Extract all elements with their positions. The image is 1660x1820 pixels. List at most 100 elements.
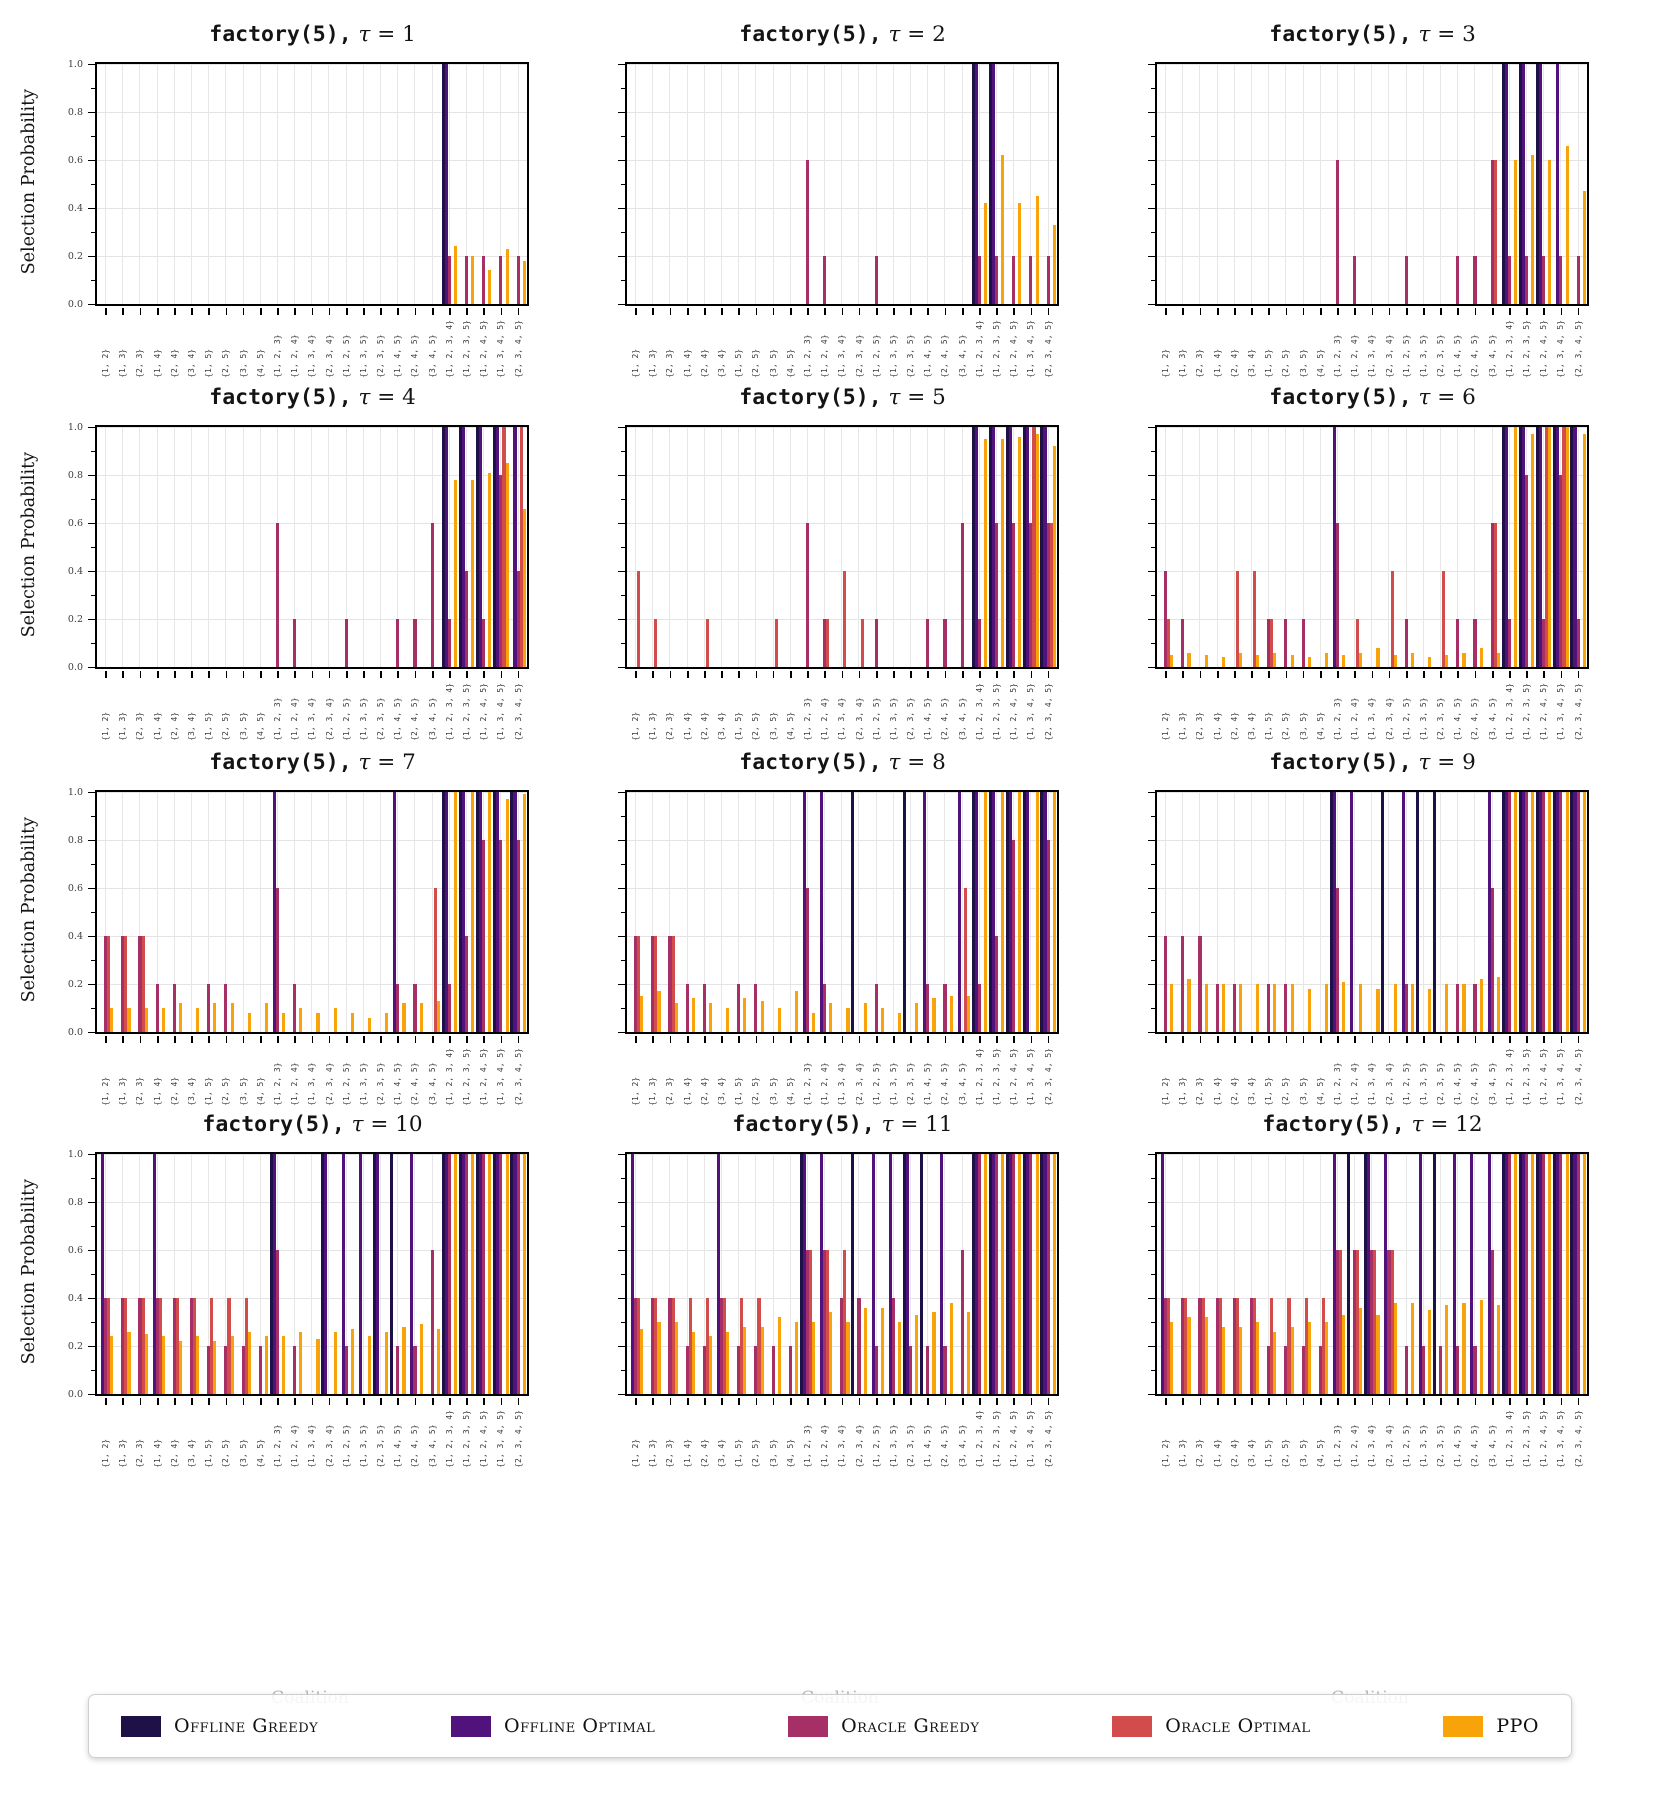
category-slot <box>712 792 731 1032</box>
bar-ppo <box>794 991 799 1032</box>
bar-ppo <box>1513 427 1518 667</box>
bar-oracle-optimal <box>1184 1298 1188 1394</box>
bar-ppo <box>1513 160 1518 304</box>
y-axis-label-text: Selection Probability <box>19 452 39 638</box>
bar-oracle-optimal <box>141 936 145 1032</box>
category-slot <box>1191 427 1209 667</box>
category-slot <box>730 64 748 304</box>
tick-mark <box>755 670 758 678</box>
coalition-label-text: {3, 5} <box>1298 1438 1308 1468</box>
coalition-label-text: {1, 2, 4} <box>1350 697 1360 741</box>
coalition-label-text: {1, 3, 5} <box>358 1424 368 1468</box>
category-slot <box>1517 64 1536 304</box>
y-tick <box>1148 1297 1155 1300</box>
bar-ppo <box>1393 984 1397 1032</box>
bar-ppo <box>829 1003 833 1032</box>
bar-oracle-greedy <box>668 1298 672 1394</box>
bar-ppo <box>264 1336 269 1394</box>
coalition-label-text: {1, 3, 5} <box>1418 1424 1428 1468</box>
x-tick <box>782 1035 799 1045</box>
x-tick-label: {1, 3, 4, 5} <box>493 1410 510 1468</box>
tick-mark <box>1165 1035 1167 1043</box>
category-slot <box>1277 792 1295 1032</box>
bar-ppo <box>1187 652 1191 667</box>
y-tick <box>1148 666 1155 669</box>
bar-oracle-optimal <box>654 1298 658 1394</box>
coalition-label-text: {2, 3} <box>135 711 145 741</box>
bar-offline-optimal <box>496 792 500 1032</box>
x-tick <box>493 307 510 317</box>
tick-mark <box>738 1397 741 1405</box>
coalition-label-text: {2, 3, 5} <box>906 1062 916 1106</box>
tick-mark <box>363 307 365 315</box>
x-tick-label: {2, 4, 5} <box>1467 1048 1484 1105</box>
y-tick <box>88 983 95 986</box>
x-axis-tick-labels: {1, 2} {1, 3} {2, 3} {1, 4} {2, 4} {3, 4} {1, … <box>1158 320 1588 378</box>
bar-oracle-greedy <box>1576 792 1580 1032</box>
tick-mark <box>669 307 672 315</box>
plot-area <box>1155 1152 1589 1396</box>
bar-oracle-optimal <box>107 1298 111 1394</box>
tick-mark <box>824 670 826 678</box>
bar-ppo <box>794 1322 799 1394</box>
legend-item: Offline Optimal <box>451 1715 655 1737</box>
tick-mark <box>1457 307 1460 315</box>
coalition-label-text: {3, 4} <box>1247 1438 1257 1468</box>
tick-mark <box>755 1035 758 1043</box>
coalition-label-text: {2, 4} <box>699 1076 709 1106</box>
tick-mark <box>635 1397 637 1405</box>
bar-oracle-greedy <box>1387 1250 1391 1394</box>
tick-mark <box>1251 1397 1253 1405</box>
coalition-label-text: {1, 3} <box>648 711 658 741</box>
x-tick <box>1518 307 1535 317</box>
y-tick <box>88 474 95 477</box>
tick-mark <box>1388 1035 1391 1043</box>
tick-mark <box>1047 670 1050 678</box>
x-tick-label: {2, 3, 4, 5} <box>1040 683 1057 741</box>
bar-oracle-optimal <box>826 1250 830 1394</box>
bar-oracle-optimal <box>843 571 847 667</box>
x-axis-ticks <box>98 670 528 680</box>
category-slot <box>423 427 441 667</box>
tick-mark <box>1354 1397 1356 1405</box>
x-tick-label: {2, 4, 5} <box>407 1048 424 1105</box>
coalition-label-text: {1, 2, 3, 4} <box>974 320 984 378</box>
x-tick <box>373 1397 390 1407</box>
coalition-label-text: {1, 3, 5} <box>358 1062 368 1106</box>
y-tick <box>1151 594 1155 596</box>
tick-mark <box>191 1035 193 1043</box>
x-tick <box>799 1035 816 1045</box>
x-tick-label: {2, 4} <box>696 1048 713 1106</box>
bar-ppo <box>1018 436 1022 667</box>
x-tick <box>817 670 834 680</box>
x-tick-label: {1, 3} <box>645 1048 662 1106</box>
bar-offline-optimal <box>1556 1154 1560 1394</box>
category-slot <box>627 64 645 304</box>
bar-ppo <box>1204 655 1208 667</box>
x-tick-label: {1, 3, 4, 5} <box>1553 683 1570 741</box>
bar-offline-greedy <box>441 64 445 304</box>
tick-mark <box>979 307 981 315</box>
x-tick <box>1536 307 1553 317</box>
x-tick-label: {2, 3} <box>662 683 679 741</box>
tick-mark <box>380 307 382 315</box>
coalition-label-text: {1, 5} <box>204 348 214 378</box>
bar-ppo <box>743 998 747 1032</box>
x-tick-label: {1, 2, 4, 5} <box>476 1410 493 1468</box>
x-tick <box>183 307 200 317</box>
y-tick <box>618 426 625 429</box>
bar-oracle-greedy <box>482 619 486 667</box>
tick-mark <box>721 1397 723 1405</box>
x-tick-label: {1, 2, 3} <box>1329 683 1346 740</box>
tick-mark <box>686 307 689 315</box>
bar-oracle-greedy <box>1559 792 1563 1032</box>
tick-mark <box>704 1035 706 1043</box>
y-tick <box>618 1345 625 1348</box>
y-tick <box>621 1273 625 1275</box>
tick-mark <box>1423 307 1425 315</box>
x-tick <box>304 1397 321 1407</box>
category-slot <box>970 427 988 667</box>
bar-offline-optimal <box>1556 792 1560 1032</box>
bar-oracle-optimal <box>1304 1298 1308 1394</box>
bar-oracle-greedy <box>516 571 520 667</box>
